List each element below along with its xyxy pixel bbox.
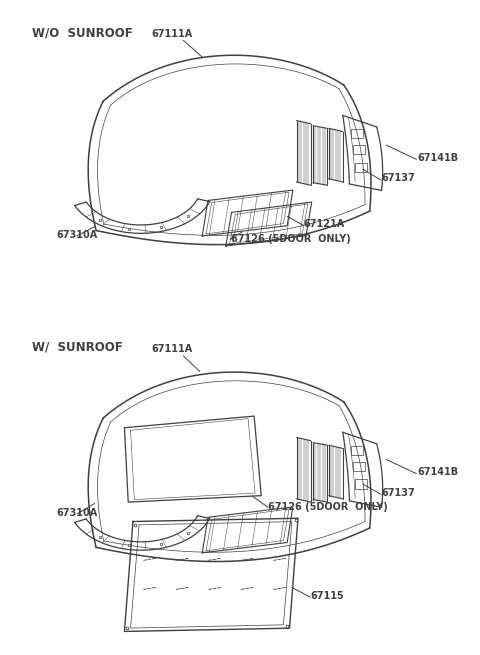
Text: 67137: 67137 [382,174,415,183]
Bar [353,462,365,471]
Text: 67126 (5DOOR  ONLY): 67126 (5DOOR ONLY) [268,502,388,512]
Bar [351,446,362,455]
Bar [351,129,362,138]
Bar [355,162,367,172]
Text: 67310A: 67310A [56,508,97,518]
Text: W/  SUNROOF: W/ SUNROOF [33,341,123,354]
Text: 67137: 67137 [382,487,415,498]
Text: 67141B: 67141B [417,153,458,162]
Text: 67141B: 67141B [417,467,458,477]
Text: 67310A: 67310A [56,231,97,240]
Text: 67121A: 67121A [304,219,345,229]
Text: W/O  SUNROOF: W/O SUNROOF [33,27,133,40]
Text: 67111A: 67111A [151,344,192,354]
Text: 67111A: 67111A [151,29,192,39]
Bar [353,145,365,154]
Text: 67115: 67115 [311,591,345,601]
Bar [355,479,367,489]
Text: 67126 (5DOOR  ONLY): 67126 (5DOOR ONLY) [230,234,350,244]
